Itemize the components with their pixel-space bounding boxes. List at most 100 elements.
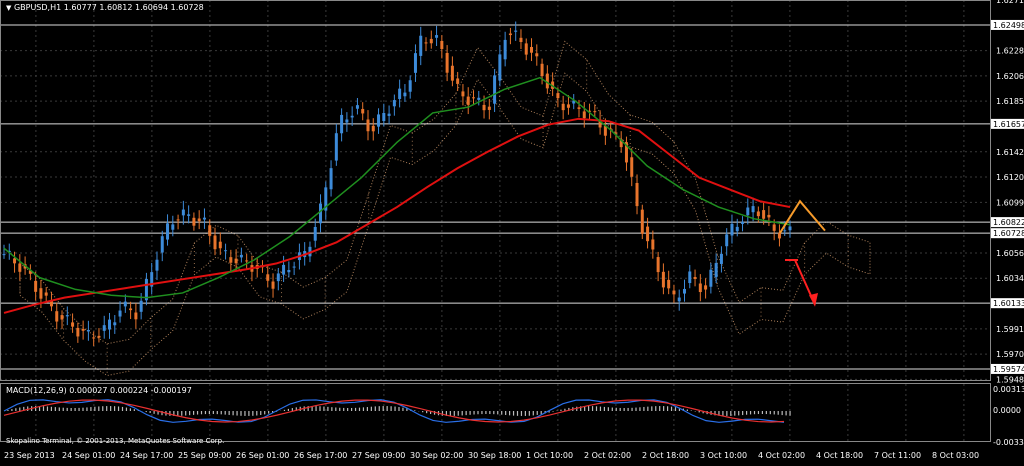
candle-body xyxy=(456,78,459,83)
candle-body xyxy=(509,33,512,35)
candle-body xyxy=(646,227,649,242)
candle-body xyxy=(314,227,317,241)
price-tick-label: 1.62710 xyxy=(996,0,1024,5)
macd-axis-bottom: -0.00336 xyxy=(993,438,1024,447)
price-tick-label: 1.59485 xyxy=(996,375,1024,384)
candle-body xyxy=(203,218,206,220)
candle-body xyxy=(694,277,697,279)
candle-body xyxy=(340,115,343,133)
candle-body xyxy=(39,288,42,298)
candle-body xyxy=(762,210,765,219)
candle-body xyxy=(440,41,443,49)
candle-body xyxy=(541,64,544,76)
candle-body xyxy=(198,218,201,221)
price-tick-label: 1.60560 xyxy=(996,249,1024,258)
candle-body xyxy=(182,210,185,216)
x-tick-label: 1 Oct 10:00 xyxy=(526,451,573,460)
x-tick-label: 24 Sep 01:00 xyxy=(62,451,115,460)
candle-body xyxy=(18,264,21,272)
candle-body xyxy=(171,224,174,229)
x-tick-label: 4 Oct 02:00 xyxy=(758,451,805,460)
candle-body xyxy=(92,337,95,338)
candle-body xyxy=(778,233,781,239)
candle-body xyxy=(45,292,48,295)
candle-body xyxy=(382,113,385,121)
candle-body xyxy=(409,80,412,91)
candle-body xyxy=(720,254,723,264)
candle-body xyxy=(604,126,607,136)
candle-body xyxy=(730,224,733,236)
dropdown-triangle-icon[interactable]: ▼ xyxy=(6,4,11,12)
candle-body xyxy=(187,214,190,216)
candle-body xyxy=(498,54,501,80)
candle-body xyxy=(789,226,792,230)
price-tick-label: 1.59574 xyxy=(993,365,1024,374)
candle-body xyxy=(214,235,217,249)
candle-body xyxy=(472,97,475,98)
candle-body xyxy=(372,126,375,131)
candle-body xyxy=(504,40,507,59)
candle-body xyxy=(641,210,644,234)
ma-fast-line xyxy=(4,78,790,298)
candle-body xyxy=(177,219,180,220)
candle-body xyxy=(235,259,238,264)
price-tick-label: 1.59915 xyxy=(996,325,1024,334)
macd-axis-top: 0.00313 xyxy=(993,385,1024,394)
candle-body xyxy=(192,218,195,226)
candle-body xyxy=(87,330,90,331)
candle-body xyxy=(134,313,137,320)
candle-body xyxy=(13,258,16,263)
x-tick-label: 25 Sep 09:00 xyxy=(178,451,231,460)
candle-body xyxy=(166,223,169,239)
candle-body xyxy=(356,105,359,109)
candle-body xyxy=(567,104,570,107)
x-tick-label: 24 Sep 17:00 xyxy=(120,451,173,460)
price-tick-label: 1.59700 xyxy=(996,350,1024,359)
candle-body xyxy=(757,211,760,216)
cloud-band xyxy=(20,42,870,376)
candle-body xyxy=(446,53,449,73)
price-frame xyxy=(1,1,991,381)
candle-body xyxy=(773,224,776,230)
ma-slow-line xyxy=(4,119,790,313)
symbol-line: GBPUSD,H1 1.60777 1.60812 1.60694 1.6072… xyxy=(14,3,204,12)
candle-body xyxy=(71,322,74,326)
candle-body xyxy=(514,31,517,32)
candle-body xyxy=(451,66,454,81)
price-tick-label: 1.61850 xyxy=(996,97,1024,106)
candle-body xyxy=(767,215,770,218)
copyright-text: Skopalino Terminal, © 2001-2013, MetaQuo… xyxy=(6,437,224,445)
candle-body xyxy=(55,311,58,321)
macd-panel xyxy=(4,400,790,423)
candle-body xyxy=(562,104,565,110)
price-tick-label: 1.60345 xyxy=(996,274,1024,283)
candle-body xyxy=(388,114,391,116)
candle-body xyxy=(76,328,79,337)
candle-body xyxy=(577,107,580,109)
candle-body xyxy=(377,114,380,126)
macd-axis-zero: 0.0000 xyxy=(993,406,1021,415)
symbol-header: ▼ GBPUSD,H1 1.60777 1.60812 1.60694 1.60… xyxy=(6,3,204,12)
candle-body xyxy=(483,105,486,110)
candle-body xyxy=(319,204,322,224)
candle-body xyxy=(113,322,116,325)
candle-body xyxy=(651,239,654,249)
candle-body xyxy=(593,111,596,112)
x-tick-label: 26 Sep 01:00 xyxy=(236,451,289,460)
candle-body xyxy=(519,38,522,42)
candle-body xyxy=(783,230,786,231)
candle-body xyxy=(419,36,422,56)
candle-body xyxy=(335,133,338,160)
candle-body xyxy=(556,93,559,98)
candle-body xyxy=(477,98,480,100)
candle-body xyxy=(688,271,691,283)
candle-body xyxy=(678,298,681,302)
price-tick-label: 1.62280 xyxy=(996,47,1024,56)
candle-body xyxy=(435,35,438,38)
candle-body xyxy=(129,308,132,310)
candle-body xyxy=(219,242,222,249)
candle-body xyxy=(208,225,211,236)
candle-body xyxy=(741,222,744,224)
candle-body xyxy=(704,285,707,289)
candle-body xyxy=(662,272,665,288)
